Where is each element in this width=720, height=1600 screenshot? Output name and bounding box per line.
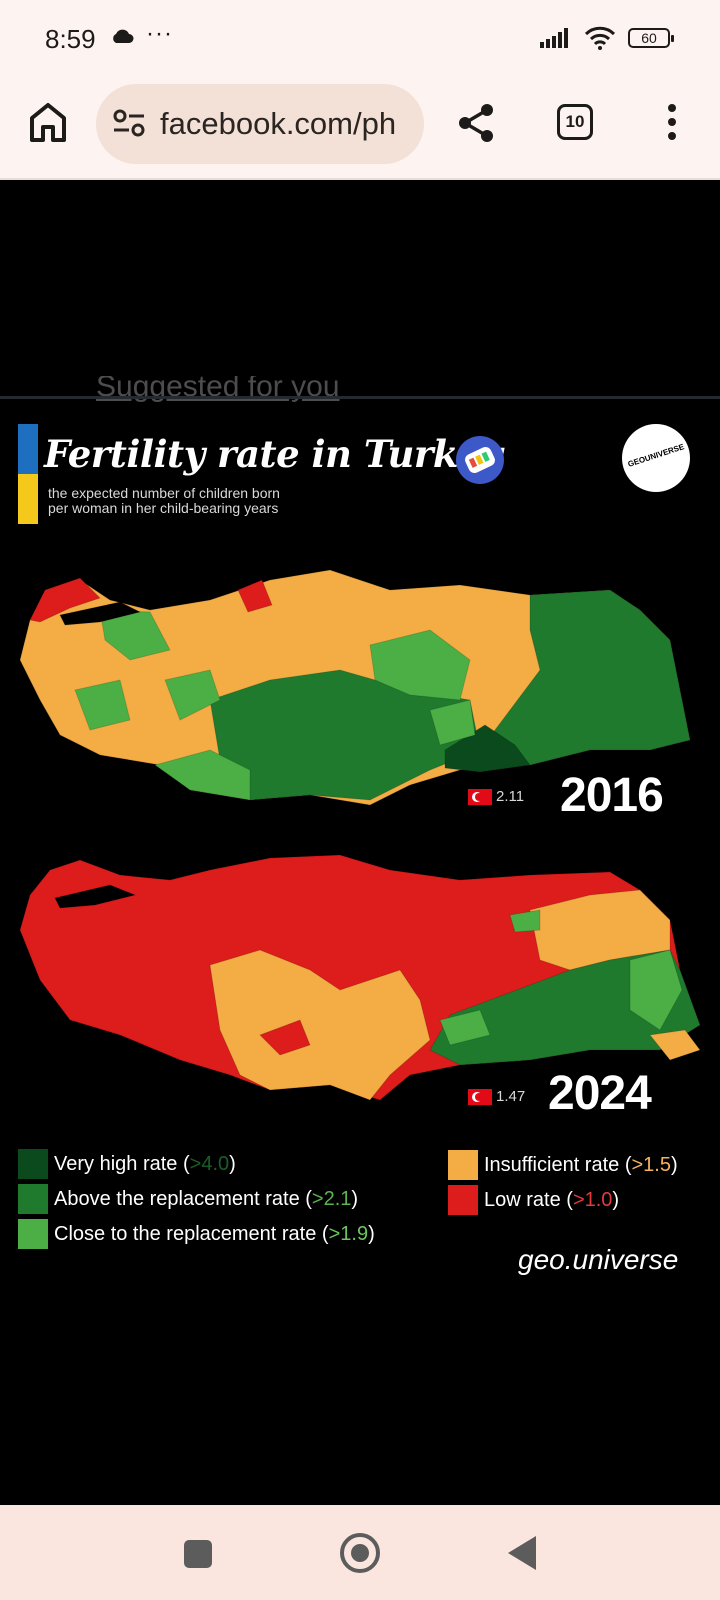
legend-swatch [18,1149,48,1179]
map-2016 [19,569,691,806]
more-menu-icon[interactable] [664,102,680,142]
share-icon[interactable] [456,102,496,144]
legend-swatch [18,1219,48,1249]
national-rate-2016: 2.11 [496,788,525,805]
status-more-indicator: ··· [146,20,173,47]
legend-above-replacement: Above the replacement rate (>2.1) [18,1183,358,1215]
divider [0,396,720,399]
site-settings-icon[interactable] [112,108,146,138]
watermark: geo.universe [518,1244,679,1275]
flag-bar [18,424,38,524]
status-bar: 8:59 ··· 60 [0,0,720,78]
legend-very-high: Very high rate (>4.0) [18,1148,236,1180]
rate-chip-2016: 2.11 [468,788,524,805]
legend-swatch [448,1185,478,1215]
turkey-flag-icon [468,788,492,805]
legend-swatch [448,1150,478,1180]
map-2024 [19,854,700,1101]
address-bar[interactable]: facebook.com/ph [96,84,424,164]
post-title: Fertility rate in Turkey [44,432,503,476]
rate-chip-2024: 1.47 [468,1088,525,1105]
cloud-icon [113,29,134,43]
legend-swatch [18,1184,48,1214]
legend-low: Low rate (>1.0) [448,1184,619,1216]
geouniverse-logo: GEOUNIVERSE [622,424,690,492]
browser-toolbar: facebook.com/ph 10 [0,78,720,180]
recents-icon[interactable] [184,1540,212,1568]
wifi-icon [584,26,616,50]
legend-close-replacement: Close to the replacement rate (>1.9) [18,1218,375,1250]
system-nav-bar [0,1505,720,1600]
post-subtitle: the expected number of children born per… [48,485,280,516]
post-content: Suggested for you Fertility rate in Turk… [0,180,720,1505]
signal-icon [540,28,568,48]
back-icon[interactable] [508,1536,536,1570]
status-right-group: 60 [540,26,674,50]
legend-insufficient: Insufficient rate (>1.5) [448,1149,678,1181]
battery-icon: 60 [628,28,674,48]
year-2024: 2024 [548,1067,652,1120]
status-time: 8:59 [45,24,96,54]
url-text[interactable]: facebook.com/ph [160,106,397,141]
tabs-icon[interactable]: 10 [557,104,593,140]
year-2016: 2016 [560,769,664,822]
home-circle-icon[interactable] [340,1533,380,1573]
home-icon[interactable] [28,100,68,144]
national-rate-2024: 1.47 [496,1088,526,1105]
emblem-icon [456,436,504,484]
turkey-flag-icon [468,1088,492,1105]
